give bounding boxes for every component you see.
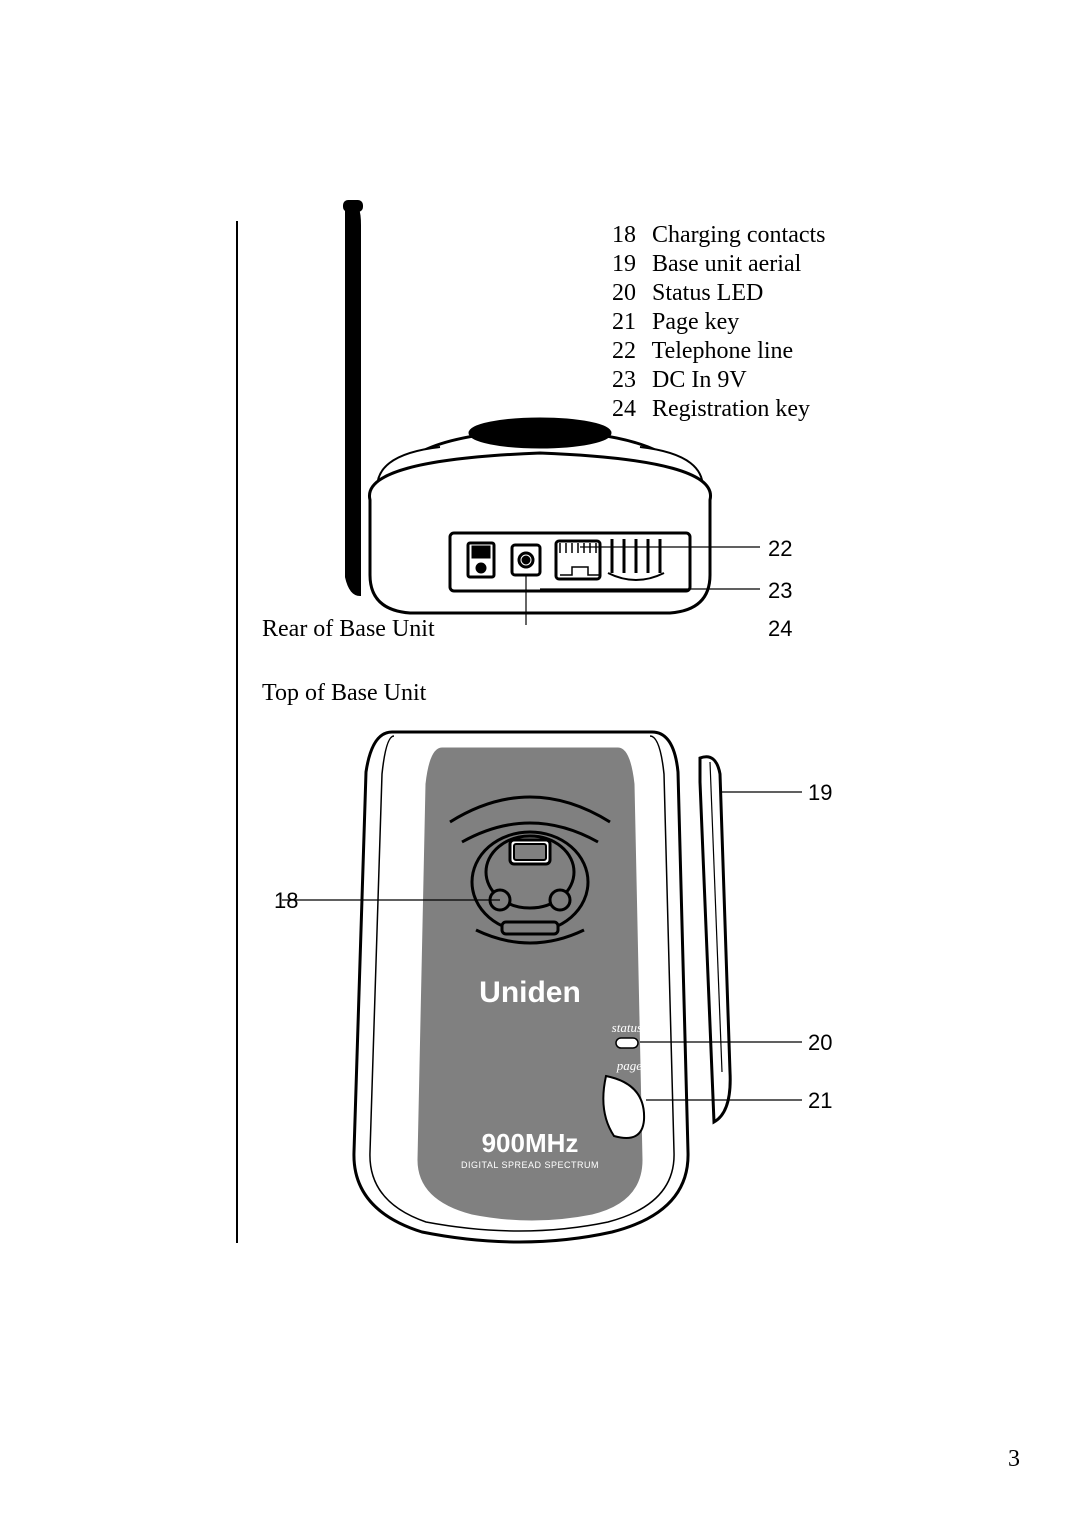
top-base-unit-diagram: Uniden status page 900MHz DIGITAL SPREAD… xyxy=(262,712,822,1272)
manual-page: 18 Charging contacts 19 Base unit aerial… xyxy=(0,0,1080,1533)
status-label: status xyxy=(612,1020,642,1035)
callout-24: 24 xyxy=(768,616,792,642)
freq-text: 900MHz xyxy=(482,1128,579,1158)
status-led xyxy=(616,1038,638,1048)
page-number: 3 xyxy=(1008,1446,1020,1473)
vertical-rule xyxy=(236,221,238,1243)
brand-text: Uniden xyxy=(479,976,581,1009)
callout-20: 20 xyxy=(808,1030,832,1056)
callout-18: 18 xyxy=(274,888,298,914)
callout-21: 21 xyxy=(808,1088,832,1114)
callout-19: 19 xyxy=(808,780,832,806)
page-label: page xyxy=(616,1058,643,1073)
rear-caption: Rear of Base Unit xyxy=(262,616,435,643)
callout-23: 23 xyxy=(768,578,792,604)
callout-22: 22 xyxy=(768,536,792,562)
top-caption: Top of Base Unit xyxy=(262,680,426,707)
tagline-text: DIGITAL SPREAD SPECTRUM xyxy=(461,1160,599,1170)
rear-base-unit-diagram xyxy=(260,195,780,625)
